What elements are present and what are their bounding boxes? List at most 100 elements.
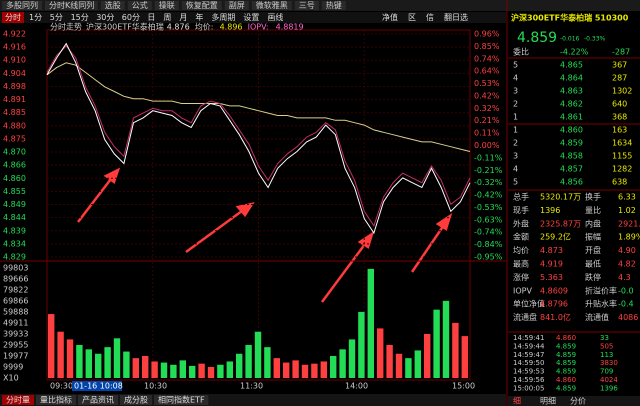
price-label: 4.880	[3, 121, 26, 130]
buy-volume: 1634	[612, 139, 632, 148]
bottom-tab[interactable]	[154, 395, 209, 405]
toolbar-button[interactable]	[224, 1, 249, 10]
volume-label: 39933	[3, 330, 28, 339]
toolbar-label: 多股同列	[6, 0, 38, 10]
view-tab[interactable]: 信	[426, 12, 434, 22]
tick-time: 14:59:53	[513, 368, 544, 376]
view-tab[interactable]: 区	[408, 13, 416, 22]
footer-tab[interactable]: 分价	[570, 397, 586, 406]
toolbar-label: 副屏	[229, 1, 245, 10]
toolbar-button[interactable]	[154, 1, 179, 10]
toolbar-label: 公式	[132, 0, 148, 10]
buy-level: 5	[513, 178, 518, 187]
toolbar-label: 选股	[105, 0, 121, 10]
volume-bar	[113, 338, 121, 378]
volume-bar	[377, 328, 384, 378]
chart-header-price: 4.876	[167, 23, 190, 32]
time-label: 15:00	[452, 382, 475, 391]
buy-volume: 638	[612, 178, 627, 187]
period-tab[interactable]: 60分	[122, 13, 140, 22]
toolbar-button[interactable]	[2, 1, 42, 10]
time-label: 10:30	[144, 382, 167, 391]
percent-label: -0.95%	[474, 253, 503, 262]
bottom-tab[interactable]	[78, 395, 118, 405]
percent-label: 0.96%	[474, 30, 500, 39]
stat-label: 涨停	[513, 272, 529, 282]
toolbar-button[interactable]	[45, 1, 98, 10]
toolbar-button[interactable]	[251, 1, 292, 10]
buy-price: 4.858	[560, 152, 583, 161]
period-tab[interactable]: 年	[195, 12, 203, 22]
chart-header-avg: 4.896	[220, 23, 243, 32]
period-tab[interactable]: 设置	[243, 12, 259, 22]
bottom-tab[interactable]	[120, 395, 152, 405]
volume-bar	[217, 364, 224, 378]
view-tab[interactable]: 净值	[382, 12, 398, 22]
period-tab[interactable]: 15分	[71, 13, 89, 22]
tick-volume: 709	[600, 368, 613, 376]
bottom-tab-label: 量比指标	[40, 395, 72, 405]
tick-volume: 1396	[600, 384, 618, 392]
toolbar-button[interactable]	[127, 1, 152, 10]
toolbar-button[interactable]	[321, 1, 346, 10]
volume-bar	[330, 355, 337, 378]
price-label: 4.860	[3, 174, 26, 183]
period-tab[interactable]: 多周期	[211, 12, 235, 22]
buy-price: 4.856	[560, 178, 583, 187]
period-tab[interactable]: 月	[179, 13, 187, 22]
stat-label: 单位净值	[513, 299, 545, 309]
buy-volume: 1155	[612, 152, 632, 161]
view-tab[interactable]: 翻日选	[444, 12, 468, 22]
period-tab[interactable]: 日	[147, 13, 155, 22]
tick-price: 4.859	[556, 384, 576, 392]
sell-volume: 368	[612, 113, 627, 122]
percent-label: -0.11%	[474, 153, 503, 162]
volume-label: X10	[3, 374, 19, 383]
period-tab[interactable]: 周	[163, 13, 171, 22]
stat-value: 6.33	[618, 193, 636, 202]
tick-time: 14:59:41	[513, 334, 544, 342]
bottom-tab[interactable]	[36, 395, 76, 405]
ratio-label: 委比	[513, 47, 529, 57]
percent-label: 0.74%	[474, 54, 500, 63]
volume-bar	[179, 360, 186, 378]
bottom-tab[interactable]	[2, 395, 34, 405]
period-tab[interactable]: 分时	[5, 12, 21, 22]
arrow	[77, 174, 115, 223]
footer-tab[interactable]: 明细	[540, 396, 556, 406]
volume-bar	[160, 362, 168, 378]
chart-header-name: 沪深300ETF华泰柏瑞	[86, 22, 164, 32]
sell-level: 1	[513, 113, 518, 122]
period-tab[interactable]: 30分	[96, 13, 114, 22]
period-tab[interactable]: 画线	[267, 12, 283, 22]
stat-label: 折溢价率	[585, 285, 617, 295]
volume-bar	[189, 365, 196, 378]
stat-label: 升贴水率	[585, 299, 617, 309]
toolbar-bg	[0, 0, 640, 11]
toolbar-label: 三号	[299, 1, 315, 10]
percent-label: -0.63%	[474, 215, 503, 224]
stat-label: 外盘	[513, 218, 529, 228]
stat-value: 4.919	[540, 260, 563, 269]
period-tab[interactable]: 1分	[29, 13, 42, 22]
price-label: 4.916	[3, 43, 26, 52]
time-label: 14:00	[345, 382, 368, 391]
toolbar-button[interactable]	[100, 1, 125, 10]
volume-bar	[405, 358, 412, 378]
stat-value: 5320.17万	[540, 193, 581, 202]
tick-time: 14:59:47	[513, 351, 544, 359]
volume-bar	[151, 361, 158, 378]
stat-value: 4086	[618, 313, 638, 322]
sell-level: 5	[513, 61, 518, 70]
bottom-tab-label: 分时量	[6, 395, 30, 405]
stat-label: IOPV	[513, 286, 532, 295]
toolbar-button[interactable]	[181, 1, 222, 10]
stat-value: 1396	[540, 206, 560, 215]
price-label: 4.922	[3, 30, 26, 39]
toolbar-button[interactable]	[294, 1, 319, 10]
percent-label: -0.53%	[474, 203, 503, 212]
toolbar-label: 恢复配置	[186, 0, 218, 10]
period-tab[interactable]: 5分	[50, 13, 63, 22]
footer-tab[interactable]: 细	[513, 396, 521, 406]
volume-bar	[283, 362, 290, 378]
